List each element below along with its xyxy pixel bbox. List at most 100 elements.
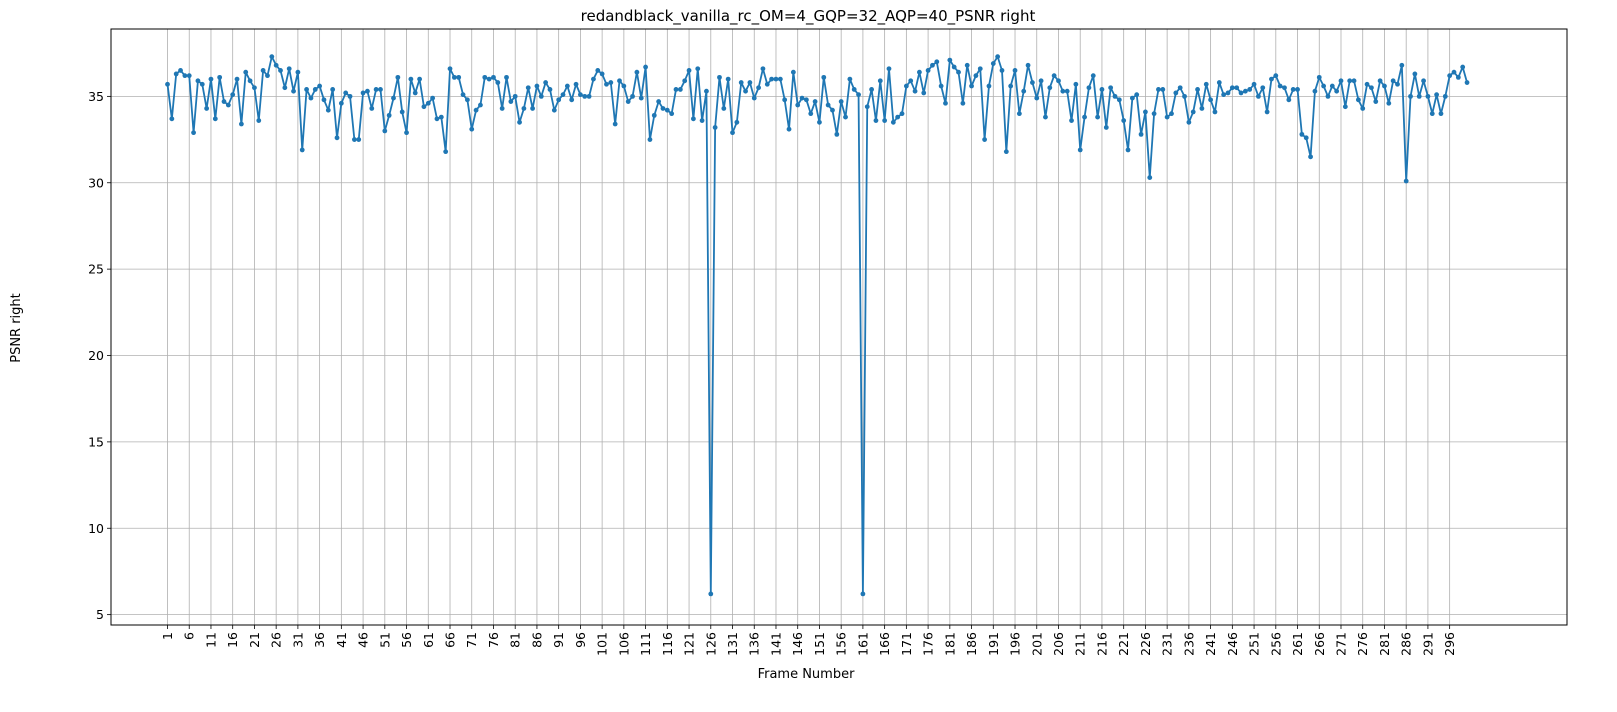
data-point (1143, 109, 1148, 115)
data-point (238, 121, 244, 127)
data-point (790, 69, 796, 75)
data-point (947, 57, 953, 63)
data-point (886, 66, 892, 72)
data-point (1390, 78, 1396, 84)
data-point (917, 69, 922, 75)
data-point (1030, 80, 1035, 85)
data-point (1295, 87, 1300, 92)
data-point (451, 74, 457, 80)
data-point (1360, 106, 1366, 111)
data-point (334, 135, 340, 141)
data-point (591, 76, 596, 82)
data-point (1016, 111, 1022, 117)
x-tick-label: 86 (529, 632, 544, 648)
data-point (1403, 178, 1409, 184)
data-point (1095, 114, 1100, 120)
data-point (977, 66, 983, 72)
data-point (195, 78, 201, 84)
data-point (1190, 109, 1196, 115)
data-point (1334, 88, 1340, 94)
data-point (938, 83, 944, 89)
data-point (760, 66, 766, 72)
data-point (556, 97, 562, 103)
data-point (1451, 69, 1457, 75)
data-point (1308, 154, 1313, 160)
data-point (1147, 175, 1153, 180)
x-tick-label: 141 (768, 632, 783, 656)
data-point (695, 66, 701, 72)
data-point (534, 83, 540, 89)
data-point (547, 87, 553, 92)
data-point (777, 76, 783, 82)
data-point (560, 92, 566, 98)
x-tick-label: 26 (269, 632, 284, 648)
data-point (730, 130, 735, 136)
data-point (673, 87, 679, 92)
data-point (825, 102, 831, 108)
x-tick-label: 251 (1247, 632, 1262, 656)
data-point (882, 118, 888, 123)
data-point (1008, 83, 1014, 89)
data-point (1251, 81, 1257, 87)
data-point (273, 62, 279, 68)
x-tick-label: 186 (964, 632, 979, 656)
data-point (1338, 78, 1344, 84)
data-point (912, 88, 918, 94)
data-point (538, 93, 544, 99)
x-tick-label: 236 (1181, 632, 1196, 656)
data-point (1116, 97, 1122, 103)
data-point (1056, 78, 1061, 84)
x-tick-label: 71 (464, 632, 479, 648)
data-point (1090, 73, 1096, 79)
data-point (517, 119, 522, 125)
data-point (473, 107, 479, 113)
data-point (795, 102, 801, 108)
y-tick-label: 20 (88, 348, 104, 363)
data-point (1177, 85, 1183, 91)
data-point (1086, 85, 1092, 91)
data-point (764, 81, 770, 87)
data-point (1273, 73, 1279, 79)
data-point (1021, 88, 1027, 94)
data-point (312, 87, 318, 92)
data-point (186, 73, 192, 79)
data-point (525, 85, 531, 91)
data-point (1342, 104, 1348, 110)
data-point (386, 112, 392, 118)
data-point (330, 87, 336, 92)
data-point (860, 591, 866, 597)
x-tick-label: 161 (855, 632, 870, 656)
data-point (608, 80, 614, 85)
data-point (599, 71, 605, 77)
data-point (738, 80, 744, 85)
x-tick-label: 296 (1442, 632, 1457, 656)
data-point (1229, 85, 1235, 91)
data-point (1416, 93, 1422, 99)
data-point (930, 62, 935, 68)
data-point (199, 81, 205, 87)
data-point (812, 99, 818, 104)
data-point (399, 109, 405, 115)
data-point (890, 119, 896, 125)
x-tick-label: 151 (812, 632, 827, 656)
x-tick-label: 171 (899, 632, 914, 656)
data-point (1216, 80, 1222, 85)
x-tick-label: 176 (921, 632, 936, 656)
data-point (1134, 92, 1140, 98)
data-point (1099, 87, 1105, 92)
data-point (1012, 68, 1018, 73)
data-point (1369, 85, 1374, 91)
data-point (1455, 74, 1461, 80)
data-point (1460, 64, 1466, 70)
x-tick-label: 286 (1399, 632, 1414, 656)
data-point (873, 118, 879, 123)
data-point (1260, 85, 1266, 91)
data-point (1438, 111, 1444, 117)
data-point (417, 76, 422, 82)
data-point (1051, 73, 1057, 79)
data-point (234, 76, 240, 82)
data-point (230, 92, 236, 98)
x-tick-label: 256 (1268, 632, 1283, 656)
data-point (838, 99, 844, 104)
